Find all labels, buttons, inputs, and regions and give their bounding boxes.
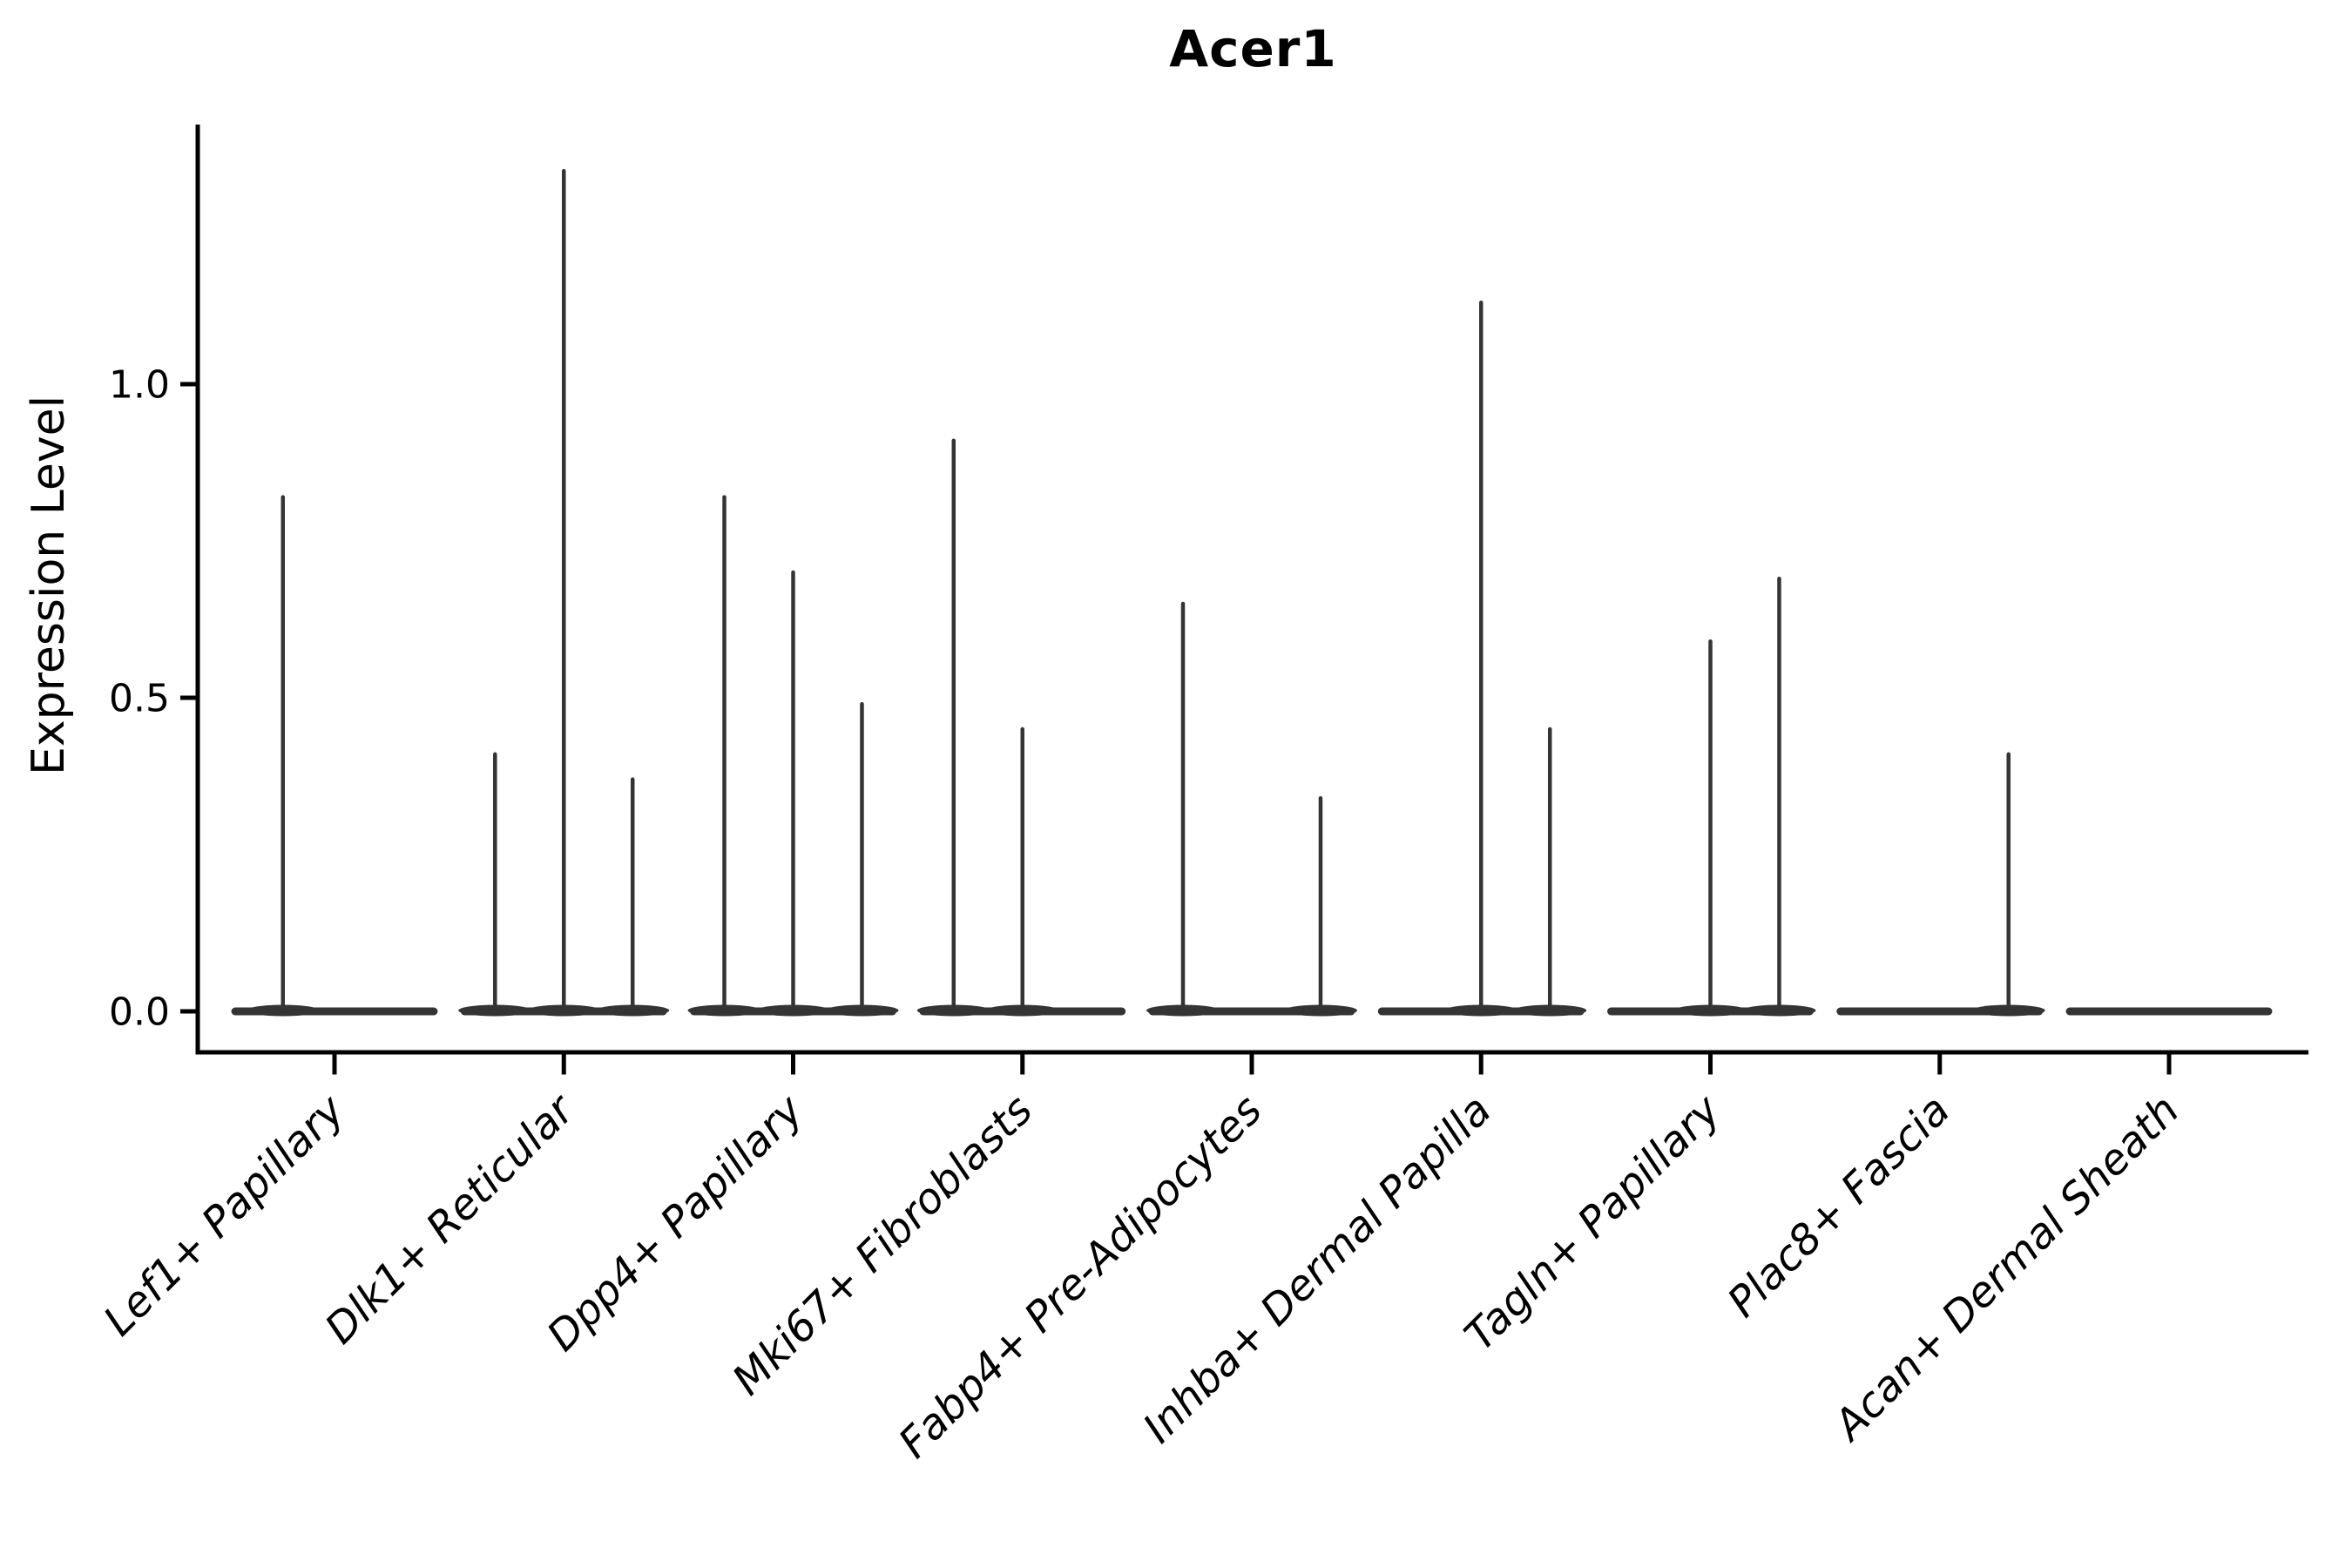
x-tick-label: Fabp4+ Pre-Adipocytes bbox=[889, 1085, 1272, 1468]
x-tick-label: Dpp4+ Papillary bbox=[537, 1085, 813, 1361]
y-tick-label: 1.0 bbox=[109, 362, 170, 407]
x-tick-label: Plac8+ Fascia bbox=[1719, 1085, 1960, 1327]
chart-title: Acer1 bbox=[1169, 19, 1337, 78]
y-tick-label: 0.0 bbox=[109, 990, 170, 1034]
x-tick-label: Dlk1+ Reticular bbox=[316, 1084, 586, 1354]
x-tick-label: Lef1+ Papillary bbox=[94, 1085, 355, 1346]
violin-base bbox=[2065, 1007, 2273, 1016]
x-tick-label: Tagln+ Papillary bbox=[1456, 1085, 1731, 1361]
y-tick-label: 0.5 bbox=[109, 676, 170, 720]
